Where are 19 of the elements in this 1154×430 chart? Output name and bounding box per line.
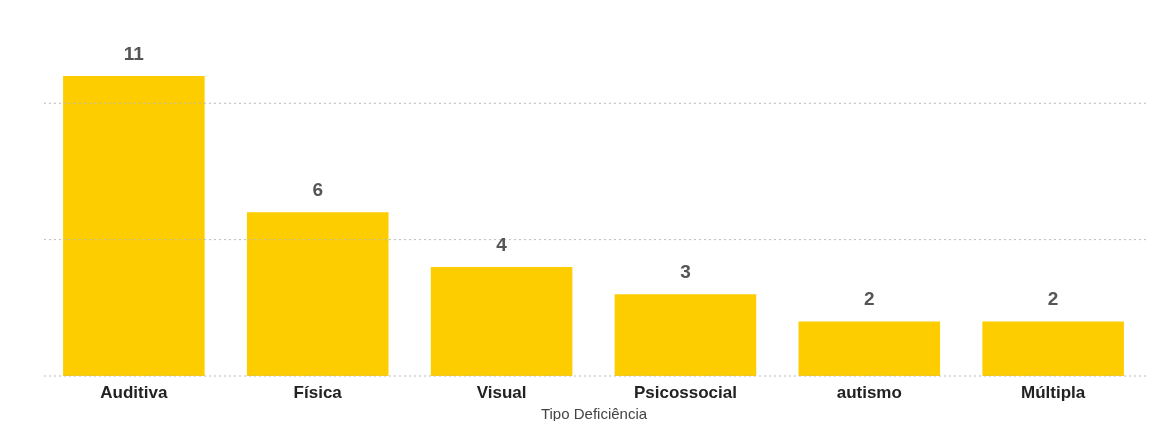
data-label: 3 (680, 261, 691, 283)
data-label: 2 (1047, 288, 1059, 310)
bar (798, 321, 941, 376)
x-axis-title: Tipo Deficiência (540, 404, 648, 422)
data-label: 6 (312, 179, 323, 201)
x-tick-label: autismo (836, 382, 902, 402)
data-label: 11 (123, 43, 145, 64)
data-label: 2 (864, 288, 875, 310)
bar (614, 294, 757, 376)
x-tick-label: Física (293, 382, 343, 402)
bar (430, 266, 573, 376)
bar (982, 321, 1124, 376)
x-tick-label: Psicossocial (633, 382, 737, 402)
x-tick-label: Auditiva (100, 382, 168, 402)
x-tick-label: Múltipla (1021, 382, 1086, 402)
data-label: 4 (496, 233, 508, 255)
bar (63, 76, 205, 376)
x-tick-label: Visual (476, 382, 527, 402)
bar (246, 212, 389, 376)
